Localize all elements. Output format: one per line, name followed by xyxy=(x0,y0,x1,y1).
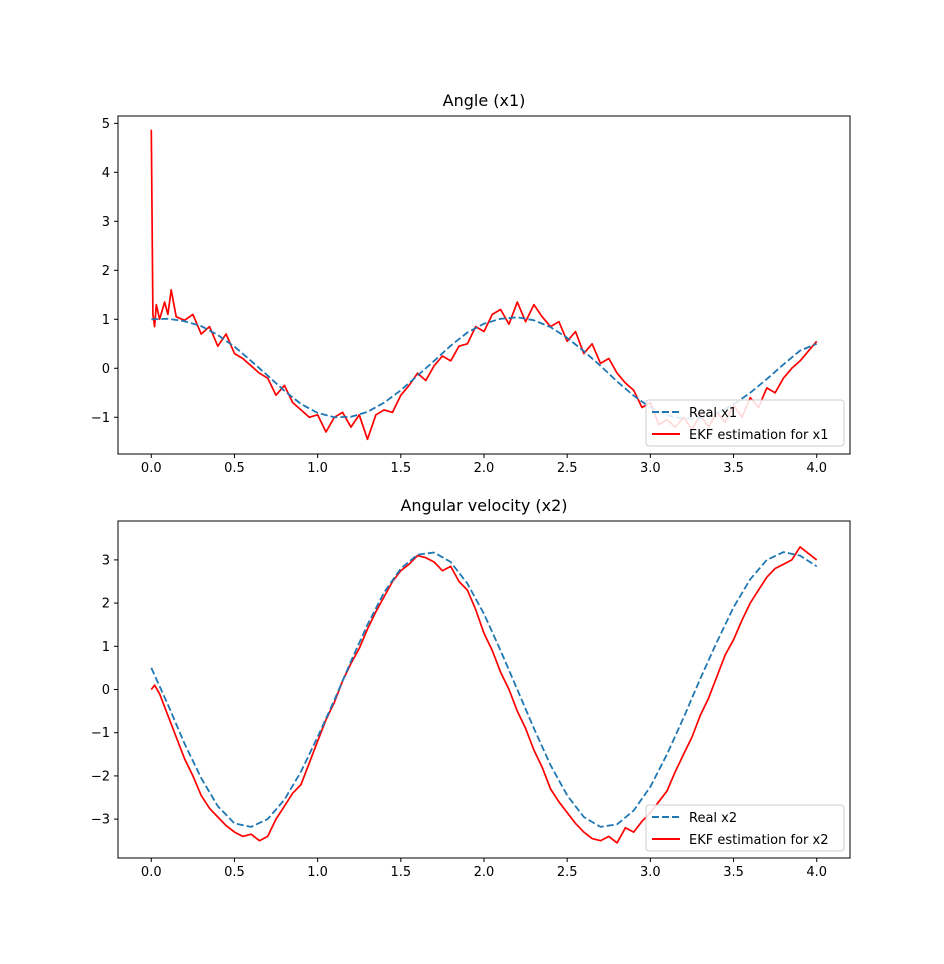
angle-ytick-label: 3 xyxy=(102,215,110,230)
angle-xtick-label: 0.0 xyxy=(141,461,162,476)
angular-velocity-xtick-label: 3.0 xyxy=(640,865,661,880)
legend-real-x2-label: Real x2 xyxy=(689,811,737,826)
angle-legend-box xyxy=(645,399,845,447)
angle-ytick-label: 0 xyxy=(102,362,110,377)
angle-xtick-label: 2.0 xyxy=(474,461,495,476)
angular-velocity-ytick-label: −3 xyxy=(91,813,110,828)
legend-ekf-x1-label: EKF estimation for x1 xyxy=(689,428,828,443)
angular-velocity-subplot: Angular velocity (x2) 0.0 0.5 1.0 1.5 2.0 2.5… xyxy=(91,496,851,880)
angular-velocity-legend: Real x2 EKF estimation for x2 xyxy=(645,804,845,852)
angle-xtick-label: 3.0 xyxy=(640,461,661,476)
angle-axes-frame xyxy=(117,115,851,455)
angular-velocity-real-series-line xyxy=(150,551,818,828)
angle-xtick-label: 1.5 xyxy=(390,461,411,476)
angular-velocity-ytick-label: 2 xyxy=(102,597,110,612)
legend-real-x1-label: Real x1 xyxy=(689,406,737,421)
angular-velocity-legend-box xyxy=(645,804,845,852)
angular-velocity-axes-frame xyxy=(117,520,851,859)
angular-velocity-ytick-label: 3 xyxy=(102,553,110,568)
angular-velocity-xtick-label: 0.5 xyxy=(224,865,245,880)
angle-real-series-line xyxy=(151,316,818,420)
angle-ytick-label: −1 xyxy=(91,411,110,426)
angle-ytick-label: 2 xyxy=(102,264,110,279)
legend-ekf-x2-label: EKF estimation for x2 xyxy=(689,833,828,848)
angle-ytick-label: 5 xyxy=(102,117,110,132)
angle-title: Angle (x1) xyxy=(443,91,526,110)
angle-xtick-label: 3.5 xyxy=(723,461,744,476)
angular-velocity-xtick-label: 3.5 xyxy=(723,865,744,880)
angle-ytick-label: 4 xyxy=(102,166,110,181)
angular-velocity-ytick-label: 0 xyxy=(102,683,110,698)
angular-velocity-xtick-label: 2.5 xyxy=(557,865,578,880)
angular-velocity-ytick-label: 1 xyxy=(102,640,110,655)
angular-velocity-xtick-label: 4.0 xyxy=(806,865,827,880)
angle-ticks: 0.0 0.5 1.0 1.5 2.0 2.5 3.0 3.5 4.0 −1 0 1 2 3 4 5 xyxy=(91,117,827,476)
angular-velocity-series xyxy=(150,546,818,844)
angular-velocity-title: Angular velocity (x2) xyxy=(400,496,567,515)
angular-velocity-xtick-label: 1.5 xyxy=(390,865,411,880)
angle-xtick-label: 1.0 xyxy=(307,461,328,476)
angular-velocity-xtick-label: 2.0 xyxy=(474,865,495,880)
angle-subplot: Angle (x1) 0.0 0.5 1.0 1.5 2.0 2.5 3.0 3.5 4.0 −1… xyxy=(91,91,851,476)
angle-xtick-label: 2.5 xyxy=(557,461,578,476)
angular-velocity-ekf-series-line xyxy=(150,546,818,844)
angular-velocity-ytick-label: −2 xyxy=(91,769,110,784)
angular-velocity-xtick-label: 1.0 xyxy=(307,865,328,880)
angular-velocity-ytick-label: −1 xyxy=(91,726,110,741)
angle-legend: Real x1 EKF estimation for x1 xyxy=(645,399,845,447)
angle-ytick-label: 1 xyxy=(102,313,110,328)
angle-xtick-label: 4.0 xyxy=(806,461,827,476)
angular-velocity-ticks: 0.0 0.5 1.0 1.5 2.0 2.5 3.0 3.5 4.0 −3 −2 −1 0 1 2 3 xyxy=(91,553,827,880)
angle-xtick-label: 0.5 xyxy=(224,461,245,476)
angular-velocity-xtick-label: 0.0 xyxy=(141,865,162,880)
